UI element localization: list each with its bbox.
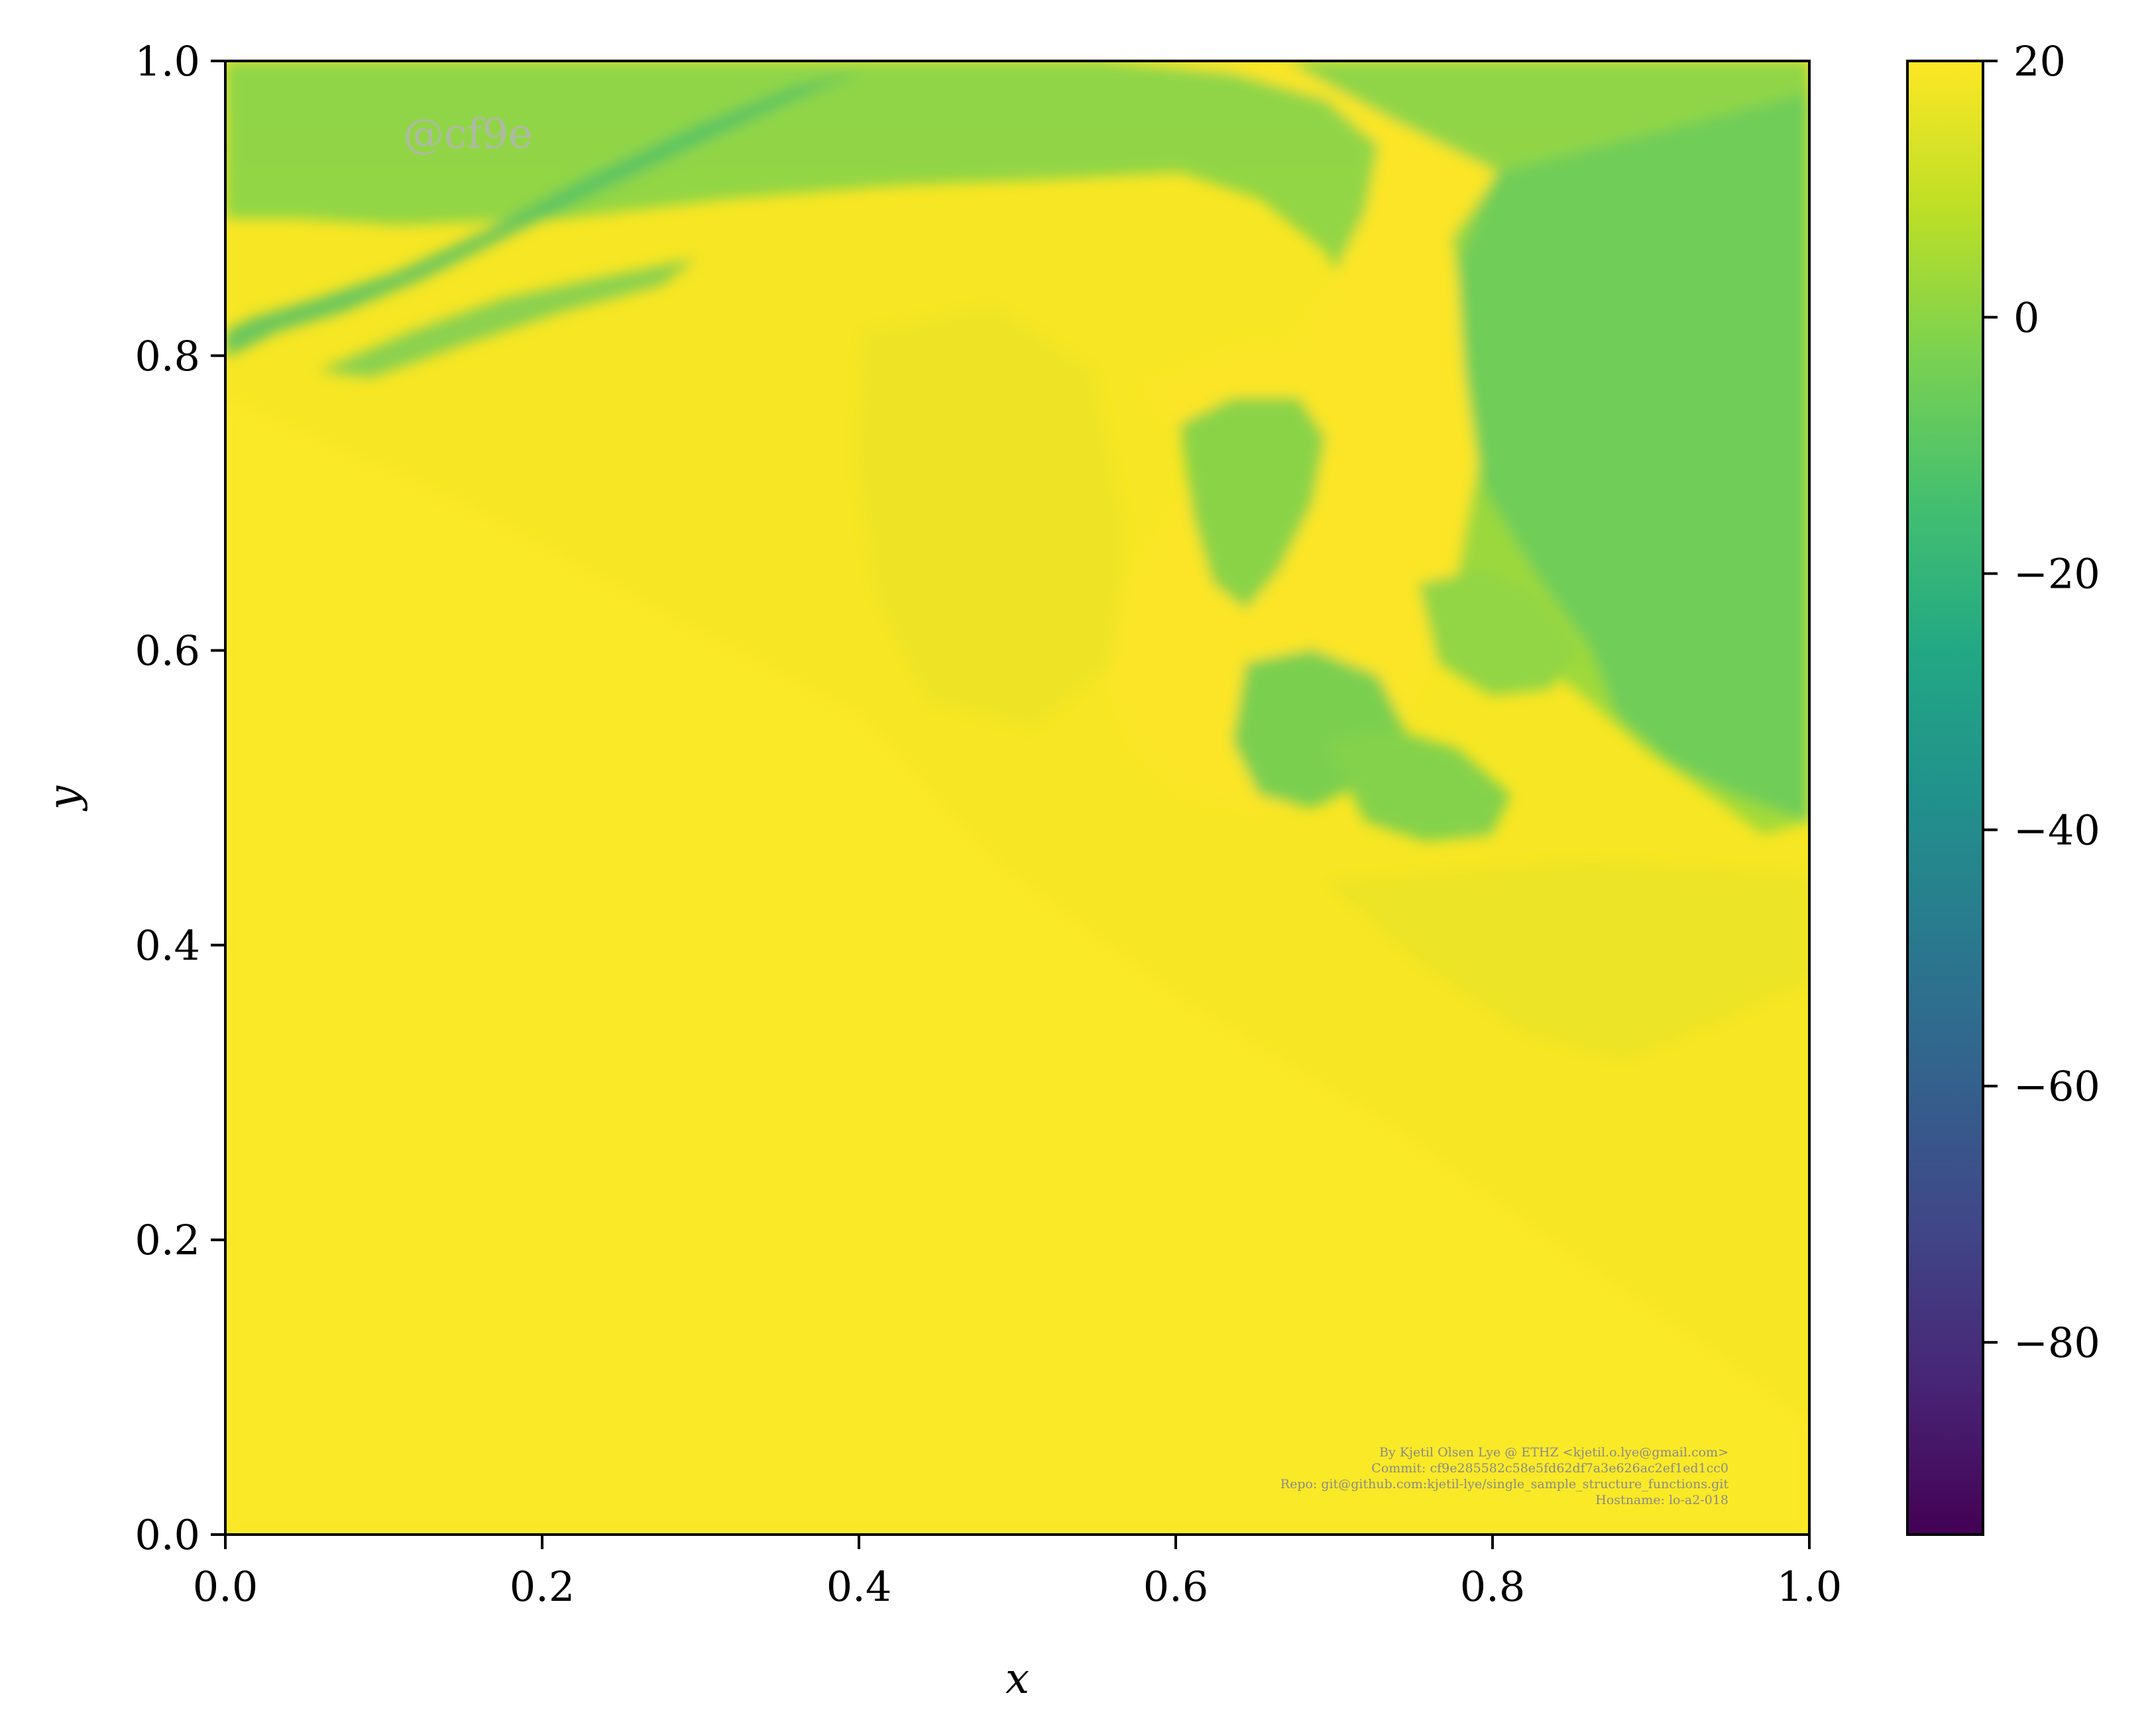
- credits-block: By Kjetil Olsen Lye @ ETHZ <kjetil.o.lye…: [1280, 1445, 1729, 1507]
- colorbar-tick-label: 20: [2013, 37, 2066, 85]
- y-tick-label: 0.2: [135, 1216, 200, 1264]
- x-tick-label: 1.0: [1777, 1562, 1842, 1611]
- field-vortex-3: [1326, 729, 1511, 841]
- field-right-region: [1458, 93, 1809, 822]
- y-tick-label: 0.8: [135, 332, 200, 380]
- credit-line-4: Hostname: lo-a2-018: [1595, 1493, 1728, 1507]
- colorbar-tick-label: 0: [2013, 294, 2039, 342]
- y-axis-ticks: 0.0 0.2 0.4 0.6 0.8 1.0: [135, 37, 225, 1559]
- colorbar: [1906, 60, 1984, 1536]
- y-axis-label: y: [40, 785, 89, 812]
- colorbar-ticks: 20 0 −20 −40 −60 −80: [1983, 37, 2100, 1367]
- plot-frame: [224, 60, 1811, 1536]
- colorbar-tick-label: −60: [2013, 1062, 2100, 1111]
- field-vortex-4: [1418, 570, 1577, 696]
- colorbar-tick-label: −80: [2013, 1319, 2100, 1367]
- field-dark-streak: [225, 73, 862, 358]
- credit-line-2: Commit: cf9e285582c58e5fd62df7a3e626ac2e…: [1371, 1461, 1728, 1476]
- x-tick-label: 0.8: [1460, 1562, 1526, 1611]
- field-vortex-1: [1180, 398, 1326, 610]
- x-tick-label: 0.4: [826, 1562, 892, 1611]
- y-tick-label: 1.0: [135, 37, 200, 85]
- credit-line-1: By Kjetil Olsen Lye @ ETHZ <kjetil.o.lye…: [1379, 1445, 1728, 1460]
- x-tick-label: 0.0: [193, 1562, 258, 1611]
- credit-line-3: Repo: git@github.com:kjetil-lye/single_s…: [1280, 1477, 1729, 1492]
- field-mid-wedge: [855, 305, 1127, 729]
- y-tick-label: 0.0: [135, 1511, 200, 1559]
- colorbar-tick-label: −20: [2013, 550, 2100, 598]
- field-dark-streak-2: [318, 258, 696, 378]
- y-tick-label: 0.6: [135, 627, 200, 675]
- field-lower-right-wedge: [1326, 861, 1809, 1060]
- x-tick-label: 0.6: [1143, 1562, 1209, 1611]
- colorbar-tick-label: −40: [2013, 806, 2100, 854]
- x-axis-label: x: [1005, 1655, 1029, 1704]
- heatmap-field: [225, 61, 1809, 1535]
- field-light-sweep: [225, 398, 1809, 1535]
- y-tick-label: 0.4: [135, 921, 200, 969]
- watermark-text: @cf9e: [403, 109, 533, 158]
- x-tick-label: 0.2: [510, 1562, 575, 1611]
- x-axis-ticks: 0.0 0.2 0.4 0.6 0.8 1.0: [193, 1535, 1842, 1611]
